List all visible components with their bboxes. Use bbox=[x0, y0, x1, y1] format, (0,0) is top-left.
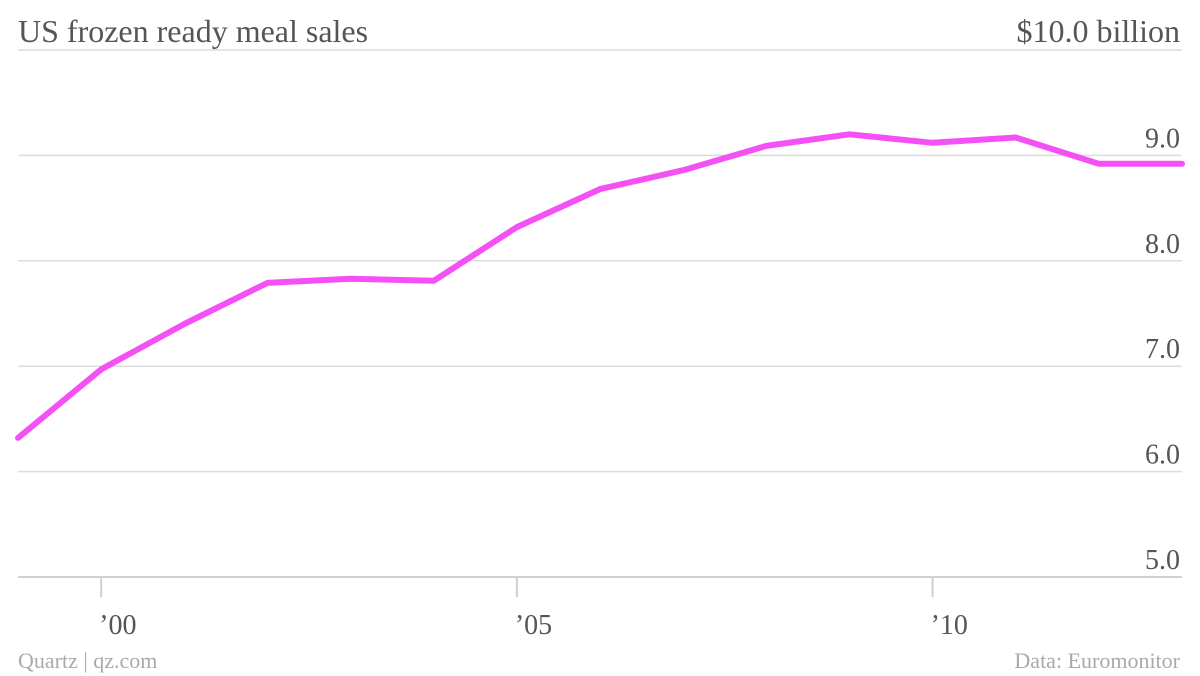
y-tick-label: 9.0 bbox=[1145, 123, 1180, 154]
x-tick-label: ’05 bbox=[515, 610, 552, 641]
series-layer bbox=[15, 131, 1185, 441]
grid-layer bbox=[18, 49, 1182, 578]
x-tick-label: ’00 bbox=[99, 610, 136, 641]
y-tick-label: 8.0 bbox=[1145, 229, 1180, 260]
chart-credit: Quartz | qz.com bbox=[18, 648, 157, 673]
y-tick-label: 6.0 bbox=[1145, 440, 1180, 471]
y-axis: 5.0 6.0 7.0 8.0 9.0 bbox=[1145, 123, 1180, 576]
y-tick-label: 5.0 bbox=[1145, 545, 1180, 576]
x-axis: ’00 ’05 ’10 bbox=[99, 577, 968, 641]
y-tick-label: 7.0 bbox=[1145, 334, 1180, 365]
chart-source: Data: Euromonitor bbox=[1014, 648, 1180, 673]
chart-title: US frozen ready meal sales bbox=[18, 13, 368, 49]
series-line bbox=[15, 131, 1185, 441]
x-tick-label: ’10 bbox=[931, 610, 968, 641]
top-gridline-label: $10.0 billion bbox=[1016, 13, 1180, 49]
